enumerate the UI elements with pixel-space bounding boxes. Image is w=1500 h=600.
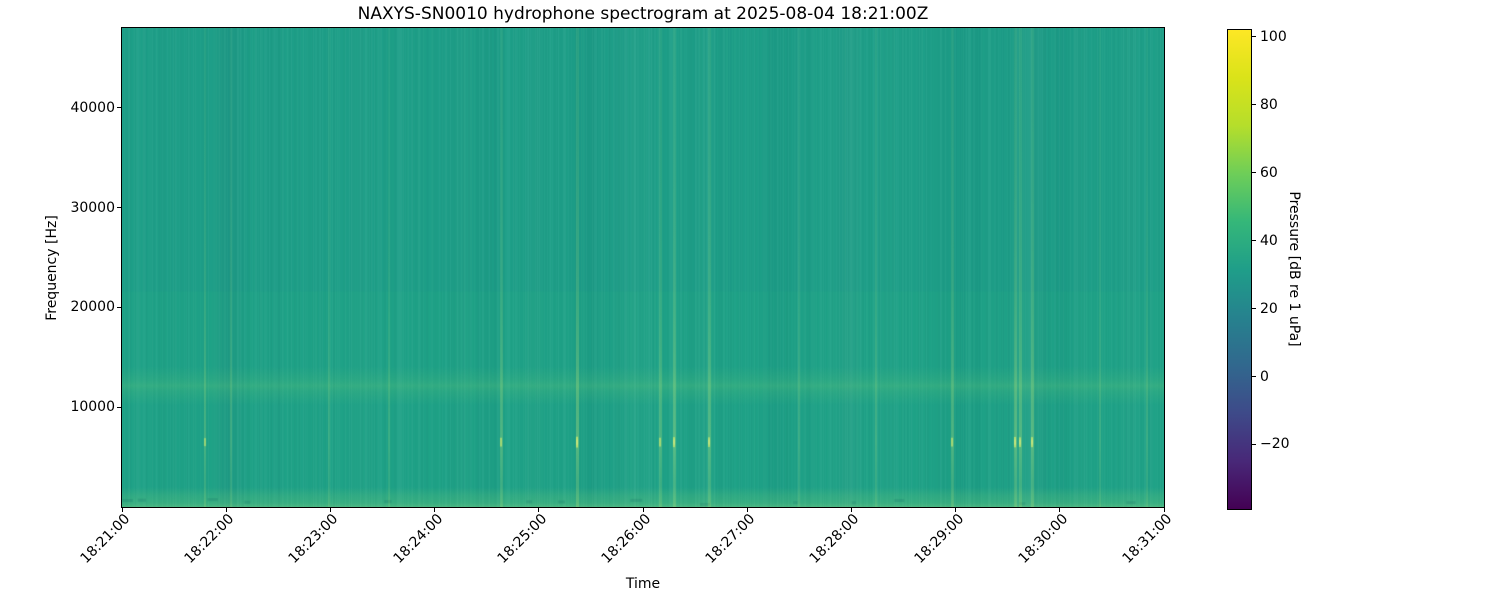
colorbar-tick-mark <box>1252 172 1256 174</box>
y-tick-mark <box>117 306 121 308</box>
colorbar-tick-label: −20 <box>1260 436 1290 453</box>
colorbar-tick-mark <box>1252 376 1256 377</box>
colorbar-tick-mark <box>1252 443 1256 445</box>
colorbar-tick-mark <box>1252 104 1256 106</box>
colorbar-tick-label: 60 <box>1260 164 1278 181</box>
colorbar-tick-mark <box>1252 36 1256 38</box>
colorbar-tick-label: 0 <box>1260 368 1269 385</box>
plot-area <box>121 27 1165 508</box>
colorbar-tick-label: 40 <box>1260 232 1278 249</box>
spectrogram-image <box>122 28 1164 507</box>
x-tick-mark <box>642 508 644 512</box>
x-tick-mark <box>329 508 331 512</box>
x-tick-mark <box>746 508 748 512</box>
x-tick-label: 18:22:00 <box>181 511 238 567</box>
x-tick-label: 18:25:00 <box>494 511 551 567</box>
x-tick-label: 18:26:00 <box>598 511 655 567</box>
colorbar-tick-label: 100 <box>1260 28 1287 45</box>
x-tick-mark <box>121 508 123 512</box>
colorbar-label: Pressure [dB re 1 uPa] <box>1286 191 1302 347</box>
y-tick-label: 20000 <box>70 299 115 316</box>
y-tick-mark <box>117 207 121 209</box>
x-tick-mark <box>955 508 957 512</box>
colorbar-tick-label: 80 <box>1260 96 1278 113</box>
chart-title: NAXYS-SN0010 hydrophone spectrogram at 2… <box>357 4 929 24</box>
x-tick-label: 18:23:00 <box>285 511 342 567</box>
x-tick-label: 18:24:00 <box>390 511 446 567</box>
x-tick-mark <box>434 508 436 512</box>
y-tick-label: 40000 <box>70 99 115 116</box>
x-tick-label: 18:21:00 <box>77 511 134 567</box>
x-tick-mark <box>1163 508 1165 512</box>
x-tick-label: 18:29:00 <box>911 511 967 567</box>
x-tick-label: 18:31:00 <box>1119 511 1176 567</box>
y-tick-label: 10000 <box>70 399 115 416</box>
x-tick-label: 18:30:00 <box>1015 511 1072 567</box>
x-axis-label: Time <box>625 576 661 592</box>
y-tick-mark <box>117 107 121 109</box>
y-tick-label: 30000 <box>70 199 115 216</box>
x-tick-mark <box>850 508 852 512</box>
colorbar <box>1227 29 1252 510</box>
x-tick-label: 18:28:00 <box>806 511 863 567</box>
colorbar-tick-label: 20 <box>1260 300 1278 317</box>
x-tick-label: 18:27:00 <box>702 511 759 567</box>
x-tick-mark <box>538 508 540 512</box>
y-tick-mark <box>117 406 121 408</box>
x-tick-mark <box>1059 508 1061 512</box>
colorbar-tick-mark <box>1252 240 1256 242</box>
x-tick-mark <box>225 508 227 512</box>
colorbar-tick-mark <box>1252 308 1256 310</box>
